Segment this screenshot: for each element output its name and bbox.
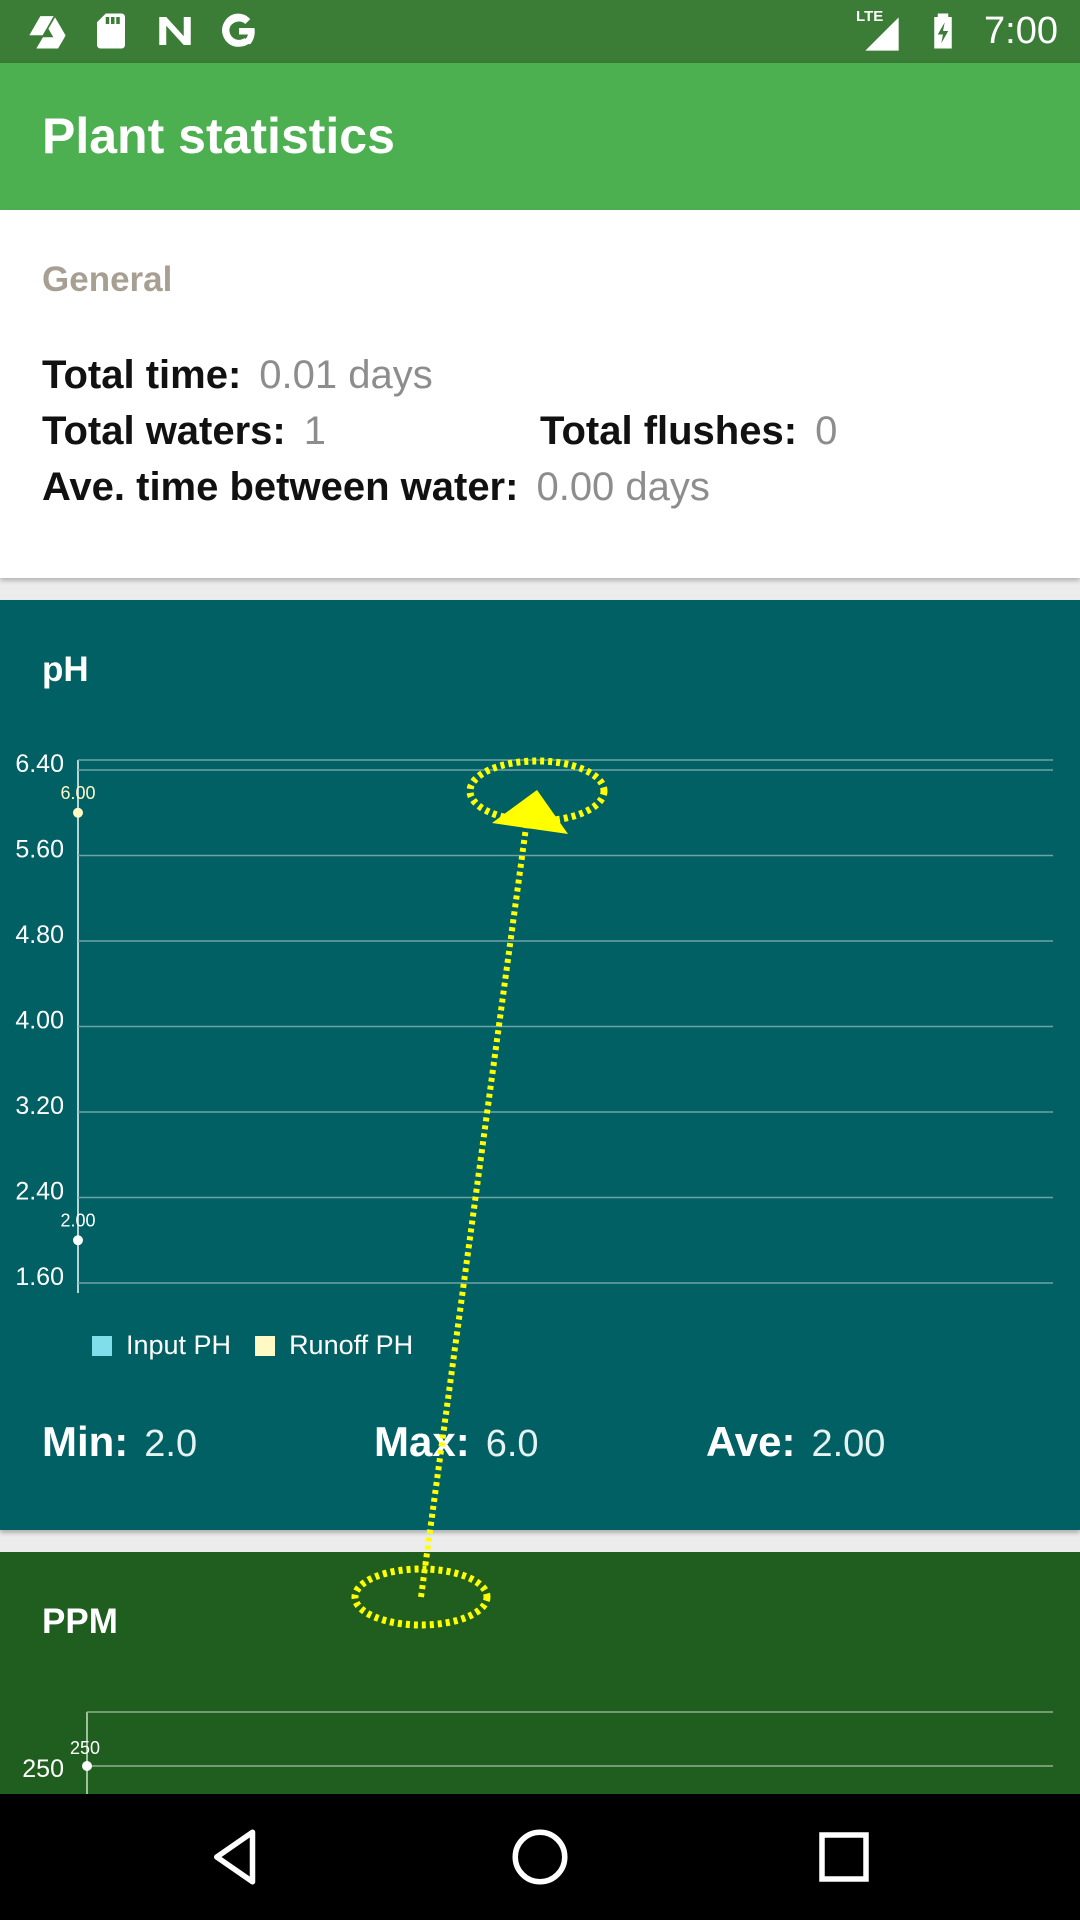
- sd-card-icon: [97, 13, 125, 49]
- total-waters-value: 1: [303, 409, 326, 453]
- signal-icon: [865, 17, 899, 51]
- ppm-card-title: PPM: [42, 1602, 118, 1641]
- ph-chart-tick-label: 4.00: [15, 1007, 64, 1035]
- ph-card: pH 1.60 2.40 3.20 4.00 4.80 5.60 6.40 2.00 6.00…: [0, 600, 1080, 1530]
- ave-time-value: 0.00 days: [536, 465, 710, 509]
- ph-chart-tick-label: 3.20: [15, 1092, 64, 1120]
- drive-icon: [29, 16, 66, 49]
- ph-min-value: 2.0: [144, 1423, 198, 1465]
- google-icon: [222, 13, 255, 47]
- navigation-bar: [0, 1794, 1080, 1920]
- ph-max-label: Max:: [374, 1418, 470, 1465]
- total-flushes-value: 0: [815, 409, 838, 453]
- battery-charging-icon: [934, 13, 952, 49]
- ph-chart-point-label: 2.00: [60, 1210, 95, 1230]
- total-time-value: 0.01 days: [259, 353, 433, 397]
- ppm-chart-point: [82, 1761, 92, 1771]
- ph-max-value: 6.0: [485, 1423, 539, 1465]
- ph-chart-legend: Input PH Runoff PH: [92, 1330, 425, 1361]
- network-type-label: LTE: [856, 8, 884, 25]
- back-icon[interactable]: [203, 1824, 269, 1890]
- ph-chart-y-ticks: 1.60 2.40 3.20 4.00 4.80 5.60 6.40: [15, 750, 64, 1291]
- legend-item-input-ph: Input PH: [92, 1330, 231, 1361]
- ph-chart: 1.60 2.40 3.20 4.00 4.80 5.60 6.40 2.00 6.00: [15, 750, 1053, 1293]
- n-logo-icon: [159, 17, 191, 45]
- status-icons-left: [26, 10, 260, 52]
- ph-chart-grid: [77, 759, 1053, 1293]
- total-time-label: Total time:: [42, 353, 242, 397]
- signal-indicator: LTE: [856, 8, 902, 54]
- ph-chart-point: [73, 807, 83, 818]
- total-waters-row: Total waters: 1: [42, 409, 326, 454]
- ph-chart-tick-label: 1.60: [15, 1263, 64, 1291]
- legend-label-runoff-ph: Runoff PH: [289, 1330, 414, 1360]
- legend-swatch-input-ph: [92, 1335, 112, 1356]
- ph-ave-stat: Ave: 2.00: [706, 1418, 885, 1466]
- ph-min-stat: Min: 2.0: [42, 1418, 197, 1466]
- ph-chart-tick-label: 4.80: [15, 921, 64, 949]
- ph-chart-tick-label: 2.40: [15, 1178, 64, 1206]
- ph-chart-point: [73, 1235, 83, 1246]
- legend-item-runoff-ph: Runoff PH: [255, 1330, 413, 1361]
- ppm-chart: 250 250: [22, 1711, 1053, 1852]
- ph-min-label: Min:: [42, 1418, 129, 1465]
- clock-time: 7:00: [984, 10, 1058, 52]
- status-icons-right: LTE 7:00: [856, 8, 1058, 54]
- ph-max-stat: Max: 6.0: [374, 1418, 539, 1466]
- ph-ave-label: Ave:: [706, 1418, 796, 1465]
- ph-chart-point-label: 6.00: [60, 783, 95, 803]
- total-flushes-row: Total flushes: 0: [540, 409, 837, 454]
- home-icon[interactable]: [507, 1824, 573, 1890]
- recents-icon[interactable]: [811, 1824, 877, 1890]
- ph-card-title: pH: [42, 650, 89, 689]
- ph-chart-points: 2.00 6.00: [60, 783, 96, 1246]
- total-flushes-label: Total flushes:: [540, 409, 798, 453]
- ph-ave-value: 2.00: [811, 1423, 886, 1465]
- total-waters-label: Total waters:: [42, 409, 286, 453]
- general-card: General Total time: 0.01 days Total water…: [0, 210, 1080, 578]
- ppm-chart-tick-label: 250: [22, 1755, 64, 1783]
- ave-time-row: Ave. time between water: 0.00 days: [42, 465, 710, 510]
- ppm-chart-point-label: 250: [70, 1738, 100, 1758]
- total-time-row: Total time: 0.01 days: [42, 353, 433, 398]
- page-title: Plant statistics: [42, 108, 395, 164]
- legend-swatch-runoff-ph: [255, 1335, 276, 1356]
- legend-label-input-ph: Input PH: [126, 1330, 232, 1360]
- ave-time-label: Ave. time between water:: [42, 465, 519, 509]
- status-bar: LTE 7:00: [0, 0, 1080, 63]
- general-section-label: General: [42, 260, 173, 299]
- app-bar: Plant statistics: [0, 63, 1080, 210]
- ph-chart-tick-label: 5.60: [15, 836, 64, 864]
- ph-chart-tick-label: 6.40: [15, 750, 64, 778]
